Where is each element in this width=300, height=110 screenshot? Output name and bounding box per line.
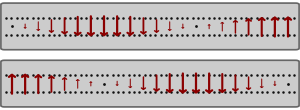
FancyBboxPatch shape: [1, 3, 299, 50]
FancyBboxPatch shape: [1, 60, 299, 107]
